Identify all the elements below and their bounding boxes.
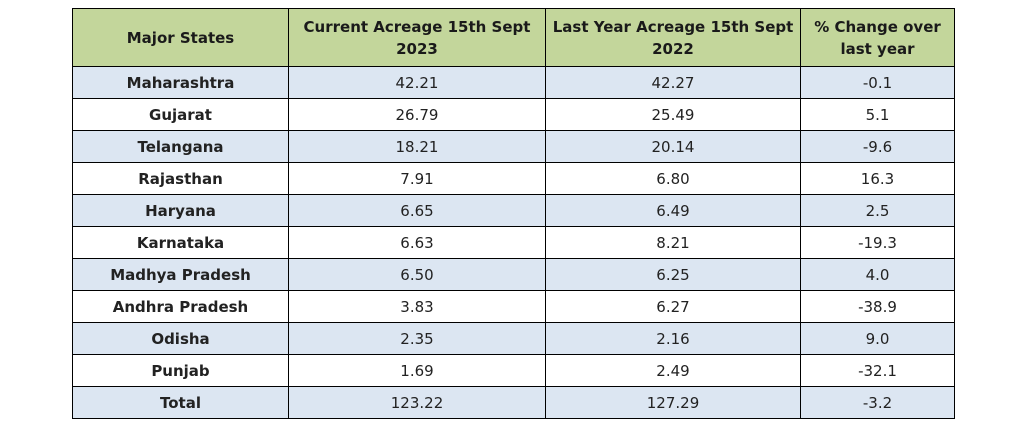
value-cell: 16.3 bbox=[800, 162, 955, 195]
value-cell: 123.22 bbox=[288, 386, 546, 419]
table-row: Gujarat 26.79 25.49 5.1 bbox=[72, 98, 955, 131]
value-cell: 18.21 bbox=[288, 130, 546, 163]
table-row: Punjab 1.69 2.49 -32.1 bbox=[72, 354, 955, 387]
value-cell: 2.49 bbox=[545, 354, 801, 387]
table-row: Odisha 2.35 2.16 9.0 bbox=[72, 322, 955, 355]
value-cell: -32.1 bbox=[800, 354, 955, 387]
acreage-table: Major States Current Acreage 15th Sept 20… bbox=[72, 8, 955, 419]
state-cell: Maharashtra bbox=[72, 66, 289, 99]
table-row: Rajasthan 7.91 6.80 16.3 bbox=[72, 162, 955, 195]
value-cell: -3.2 bbox=[800, 386, 955, 419]
value-cell: 3.83 bbox=[288, 290, 546, 323]
header-cell: Current Acreage 15th Sept 2023 bbox=[288, 8, 546, 67]
state-cell: Madhya Pradesh bbox=[72, 258, 289, 291]
header-cell: Last Year Acreage 15th Sept 2022 bbox=[545, 8, 801, 67]
header-cell: Major States bbox=[72, 8, 289, 67]
value-cell: 6.80 bbox=[545, 162, 801, 195]
value-cell: 2.5 bbox=[800, 194, 955, 227]
value-cell: 6.65 bbox=[288, 194, 546, 227]
value-cell: -38.9 bbox=[800, 290, 955, 323]
table-row: Madhya Pradesh 6.50 6.25 4.0 bbox=[72, 258, 955, 291]
state-cell: Haryana bbox=[72, 194, 289, 227]
table-row: Haryana 6.65 6.49 2.5 bbox=[72, 194, 955, 227]
state-cell: Karnataka bbox=[72, 226, 289, 259]
value-cell: 42.21 bbox=[288, 66, 546, 99]
value-cell: 6.49 bbox=[545, 194, 801, 227]
value-cell: 20.14 bbox=[545, 130, 801, 163]
state-cell: Telangana bbox=[72, 130, 289, 163]
header-cell: % Change over last year bbox=[800, 8, 955, 67]
state-cell: Andhra Pradesh bbox=[72, 290, 289, 323]
state-cell: Odisha bbox=[72, 322, 289, 355]
value-cell: 4.0 bbox=[800, 258, 955, 291]
table-body: Maharashtra 42.21 42.27 -0.1 Gujarat 26.79 25.… bbox=[72, 66, 955, 419]
state-cell: Total bbox=[72, 386, 289, 419]
value-cell: 5.1 bbox=[800, 98, 955, 131]
value-cell: 6.27 bbox=[545, 290, 801, 323]
value-cell: 1.69 bbox=[288, 354, 546, 387]
table-row: Maharashtra 42.21 42.27 -0.1 bbox=[72, 66, 955, 99]
value-cell: 8.21 bbox=[545, 226, 801, 259]
value-cell: 127.29 bbox=[545, 386, 801, 419]
value-cell: 2.35 bbox=[288, 322, 546, 355]
value-cell: -0.1 bbox=[800, 66, 955, 99]
value-cell: -9.6 bbox=[800, 130, 955, 163]
table-row: Telangana 18.21 20.14 -9.6 bbox=[72, 130, 955, 163]
value-cell: 6.25 bbox=[545, 258, 801, 291]
state-cell: Gujarat bbox=[72, 98, 289, 131]
value-cell: 9.0 bbox=[800, 322, 955, 355]
table-row: Total 123.22 127.29 -3.2 bbox=[72, 386, 955, 419]
value-cell: 6.50 bbox=[288, 258, 546, 291]
state-cell: Rajasthan bbox=[72, 162, 289, 195]
value-cell: 26.79 bbox=[288, 98, 546, 131]
state-cell: Punjab bbox=[72, 354, 289, 387]
value-cell: 6.63 bbox=[288, 226, 546, 259]
table-row: Andhra Pradesh 3.83 6.27 -38.9 bbox=[72, 290, 955, 323]
value-cell: 7.91 bbox=[288, 162, 546, 195]
value-cell: 25.49 bbox=[545, 98, 801, 131]
table-row: Karnataka 6.63 8.21 -19.3 bbox=[72, 226, 955, 259]
header-row: Major States Current Acreage 15th Sept 20… bbox=[72, 8, 955, 67]
value-cell: 42.27 bbox=[545, 66, 801, 99]
value-cell: 2.16 bbox=[545, 322, 801, 355]
value-cell: -19.3 bbox=[800, 226, 955, 259]
